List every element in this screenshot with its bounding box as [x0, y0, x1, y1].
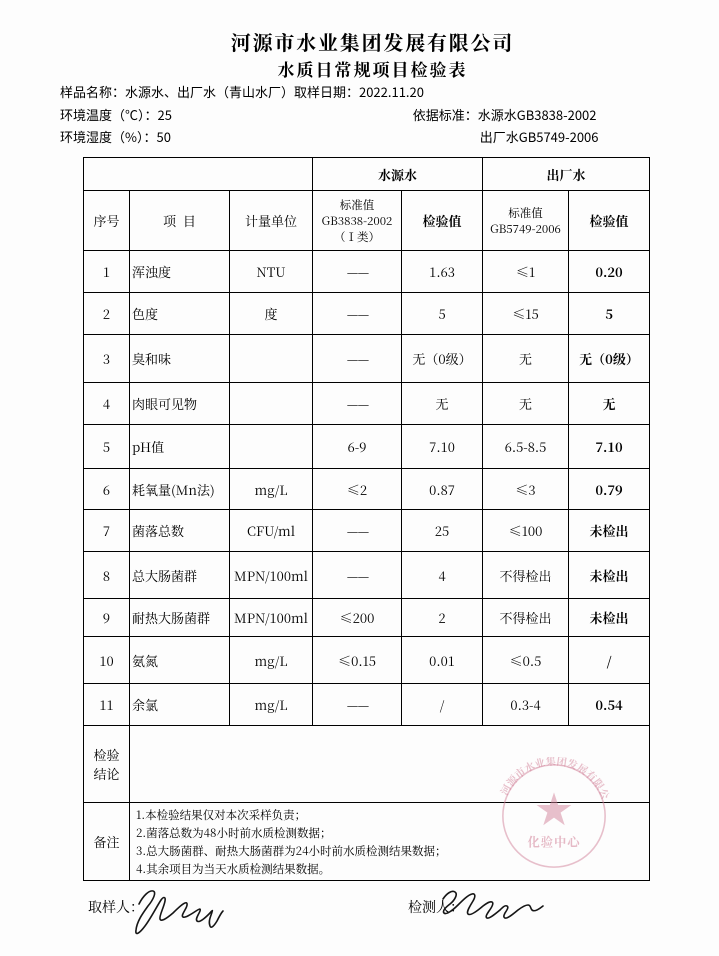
svg-text:化验中心: 化验中心 [527, 832, 581, 850]
